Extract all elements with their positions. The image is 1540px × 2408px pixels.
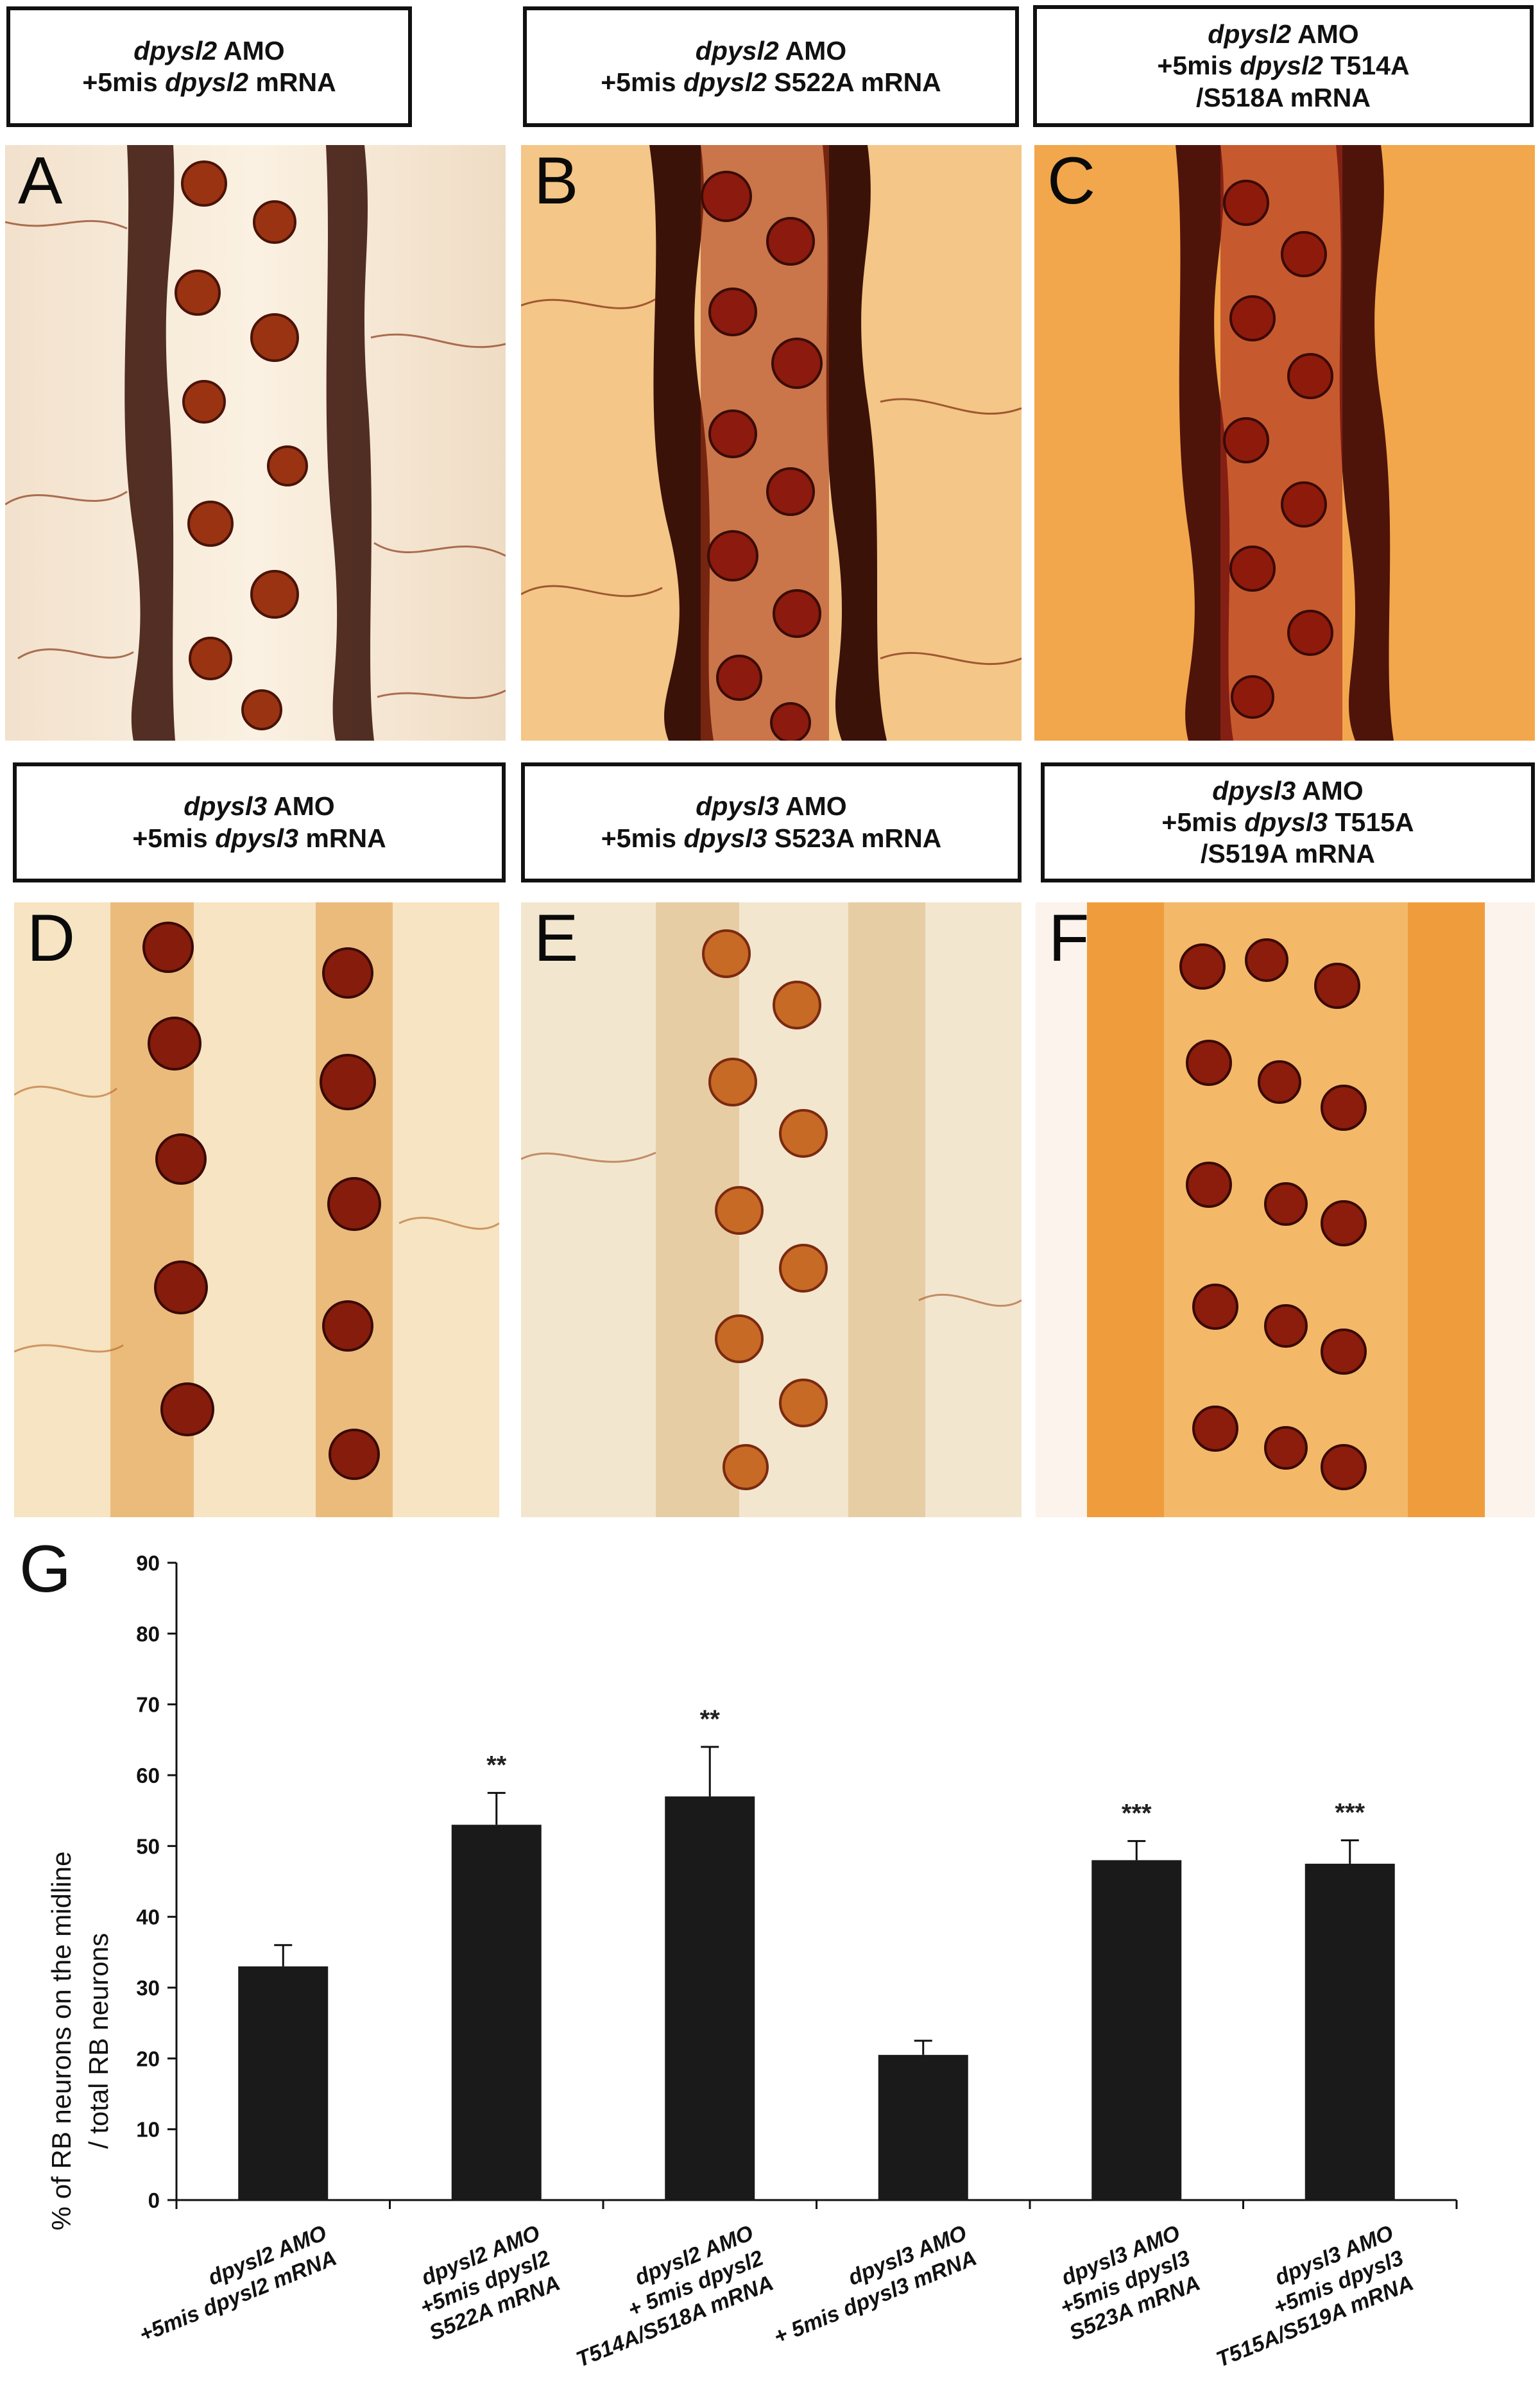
y-tick-label: 10 [136,2118,160,2142]
micrograph-a: A [5,145,506,741]
bar-chart: G % of RB neurons on the midline / total… [19,1532,1458,2372]
bar [238,1966,329,2200]
y-tick-label: 20 [136,2047,160,2070]
y-tick-label: 30 [136,1976,160,2000]
panel-letter-e: E [534,902,579,976]
micrograph-b: B [521,145,1022,741]
condition-label-d: dpysl3 AMO +5mis dpysl3 mRNA [13,762,506,882]
significance-marker: *** [1335,1799,1365,1827]
condition-label-c: dpysl2 AMO +5mis dpysl2 T514A /S518A mRN… [1033,5,1534,127]
micrograph-e: E [521,902,1022,1517]
y-tick-label: 70 [136,1693,160,1717]
panel-letter-d: D [27,902,76,976]
condition-label-e: dpysl3 AMO +5mis dpysl3 S523A mRNA [521,762,1022,882]
y-tick-label: 50 [136,1834,160,1858]
panel-letter-c: C [1047,145,1096,218]
panel-letter-a: A [18,145,63,218]
panel-letter-f: F [1048,902,1090,976]
micrograph-c: C [1034,145,1535,741]
y-tick-label: 80 [136,1622,160,1646]
micrograph-f: F [1036,902,1535,1517]
y-tick-label: 60 [136,1764,160,1787]
condition-label-a: dpysl2 AMO +5mis dpysl2 mRNA [6,6,412,127]
significance-marker: ** [700,1705,721,1733]
y-axis-title-line2: / total RB neurons [83,1933,114,2149]
panel-letter-b: B [534,145,579,218]
significance-marker: *** [1122,1800,1152,1828]
bar [665,1796,755,2200]
y-axis-title-line1: % of RB neurons on the midline [46,1852,76,2231]
condition-label-f: dpysl3 AMO +5mis dpysl3 T515A /S519A mRN… [1041,762,1535,882]
bar [1091,1860,1182,2200]
bar [1305,1863,1395,2200]
plot-area: 0 10 20 30 40 50 60 70 80 90 dpysl2 AMO+5mis dpysl… [136,1551,1458,2372]
y-tick-label: 40 [136,1905,160,1929]
condition-label-b: dpysl2 AMO +5mis dpysl2 S522A mRNA [523,6,1019,127]
micrograph-d: D [14,902,499,1517]
y-tick-label: 90 [136,1551,160,1575]
x-category-label: dpysl2 AMO+5mis dpysl2 mRNA [136,2221,340,2347]
x-category-label: dpysl3 AMO+ 5mis dpysl3 mRNA [771,2221,980,2350]
y-tick-label: 0 [148,2189,160,2212]
significance-marker: ** [486,1751,507,1780]
bar [451,1825,542,2200]
bar [878,2054,968,2200]
panel-letter-g: G [19,1532,71,1606]
